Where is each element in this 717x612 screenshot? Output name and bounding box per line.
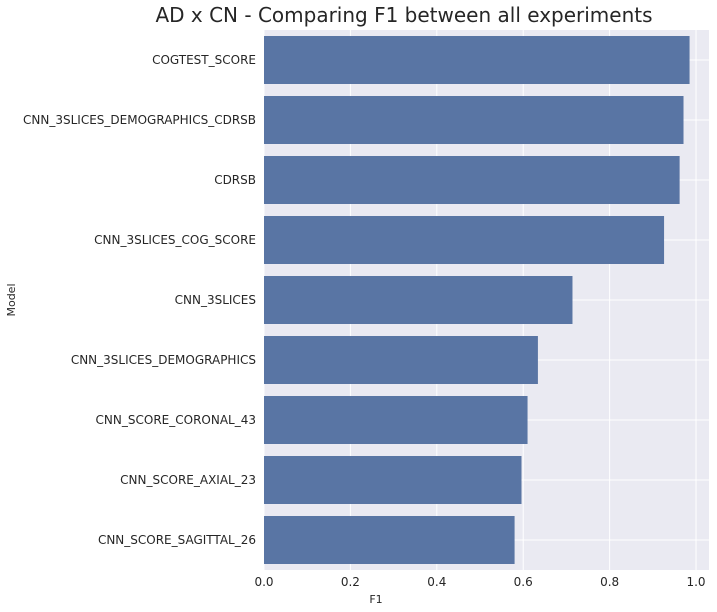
chart-title: AD x CN - Comparing F1 between all exper… <box>155 3 652 27</box>
category-label: CNN_3SLICES_DEMOGRAPHICS <box>71 353 256 367</box>
category-label: CNN_SCORE_SAGITTAL_26 <box>98 533 256 547</box>
category-label: CNN_3SLICES_COG_SCORE <box>94 233 256 247</box>
x-tick-label: 0.4 <box>427 575 446 589</box>
bar-cnn-score-sagittal-26 <box>264 516 515 564</box>
bars <box>264 36 690 564</box>
x-tick-label: 0.0 <box>254 575 273 589</box>
bar-cnn-3slices-cog-score <box>264 216 665 264</box>
bar-cogtest-score <box>264 36 690 84</box>
bar-cnn-3slices-demographics <box>264 336 538 384</box>
category-label: CNN_SCORE_CORONAL_43 <box>96 413 256 427</box>
category-labels: COGTEST_SCORE CNN_3SLICES_DEMOGRAPHICS_CD… <box>23 53 256 547</box>
x-tick-labels: 0.0 0.2 0.4 0.6 0.8 1.0 <box>254 575 705 589</box>
category-label: CNN_3SLICES <box>175 293 256 307</box>
bar-cnn-score-axial-23 <box>264 456 522 504</box>
x-tick-label: 0.6 <box>514 575 533 589</box>
x-tick-label: 1.0 <box>686 575 705 589</box>
bar-cnn-3slices-demographics-cdrsb <box>264 96 684 144</box>
bar-cnn-score-coronal-43 <box>264 396 528 444</box>
x-tick-label: 0.8 <box>600 575 619 589</box>
category-label: CDRSB <box>214 173 256 187</box>
x-axis-label: F1 <box>369 593 382 606</box>
category-label: COGTEST_SCORE <box>152 53 256 67</box>
category-label: CNN_3SLICES_DEMOGRAPHICS_CDRSB <box>23 113 256 127</box>
category-label: CNN_SCORE_AXIAL_23 <box>120 473 256 487</box>
bar-cdrsb <box>264 156 680 204</box>
bar-cnn-3slices <box>264 276 573 324</box>
x-tick-label: 0.2 <box>341 575 360 589</box>
y-axis-label: Model <box>5 283 18 316</box>
